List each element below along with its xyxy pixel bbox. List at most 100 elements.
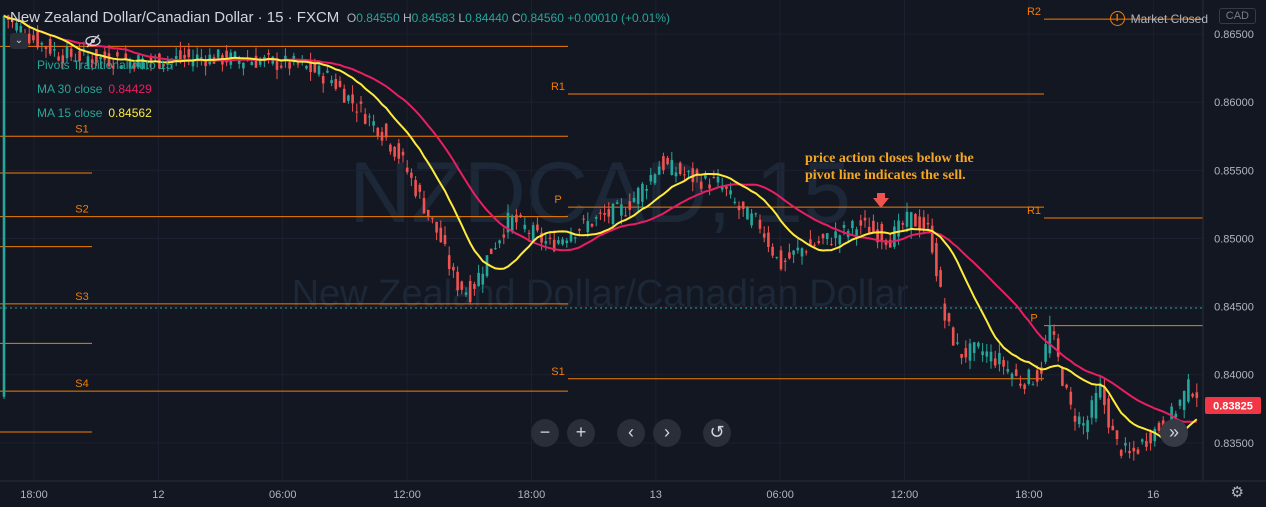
watermark-symbol: NZDCAD, 15 xyxy=(349,145,851,241)
candle-body xyxy=(733,201,737,204)
candle-body xyxy=(418,184,422,192)
candle-body xyxy=(1094,392,1098,419)
candle-body xyxy=(1082,423,1085,426)
candle-body xyxy=(922,217,926,231)
candle-body xyxy=(800,248,804,257)
candle-body xyxy=(964,348,968,358)
symbol-title[interactable]: New Zealand Dollar/Canadian Dollar · 15 … xyxy=(10,9,340,26)
candle-body xyxy=(15,22,18,31)
pivot-label: S3 xyxy=(75,291,88,303)
zoom-out-button[interactable]: − xyxy=(531,419,559,447)
candle-body xyxy=(481,273,485,285)
candle-body xyxy=(1191,393,1194,397)
candle-body xyxy=(599,212,602,214)
candle-body xyxy=(1111,425,1115,431)
candle-body xyxy=(552,239,556,252)
candle-body xyxy=(477,272,480,286)
candle-body xyxy=(1136,449,1140,454)
candle-body xyxy=(993,358,997,366)
candle-body xyxy=(32,35,35,41)
candle-body xyxy=(359,101,363,104)
candle-body xyxy=(527,232,531,234)
candle-body xyxy=(53,49,56,51)
candle-body xyxy=(1178,399,1182,406)
candle-body xyxy=(817,241,821,243)
candle-body xyxy=(326,70,329,73)
candle-body xyxy=(410,172,413,178)
market-status[interactable]: ! Market Closed xyxy=(1109,11,1208,26)
low-value: 0.84440 xyxy=(465,11,509,25)
x-tick-label: 13 xyxy=(650,489,662,501)
candle-body xyxy=(611,203,615,225)
candle-body xyxy=(1149,432,1152,444)
legend-pivots[interactable]: Pivots Traditional Auto 15 xyxy=(37,58,173,72)
candle-body xyxy=(439,227,443,243)
candle-body xyxy=(27,33,31,44)
price-axis: 0.86500 0.86000 0.85500 0.85000 0.84500 0.840… xyxy=(1202,0,1261,481)
gear-icon[interactable]: ⚙ xyxy=(1230,484,1244,501)
candle-body xyxy=(594,217,598,219)
candle-body xyxy=(683,174,686,176)
candle-body xyxy=(414,180,417,197)
legend-ma15[interactable]: MA 15 close 0.84562 xyxy=(37,106,152,120)
candle-body xyxy=(1048,325,1052,354)
candle-body xyxy=(855,229,858,238)
close-value: 0.84560 xyxy=(520,11,564,25)
candle-body xyxy=(338,80,342,87)
candle-body xyxy=(162,64,165,67)
candle-body xyxy=(775,256,779,258)
candle-body xyxy=(876,229,879,243)
candle-body xyxy=(1023,384,1026,390)
candle-body xyxy=(825,233,829,240)
candle-body xyxy=(960,353,963,358)
market-status-label: Market Closed xyxy=(1130,11,1208,26)
candle-body xyxy=(216,49,220,58)
collapse-legend-button[interactable]: ⌄ xyxy=(10,33,28,49)
candle-body xyxy=(636,187,640,204)
candle-body xyxy=(191,58,195,67)
candle-body xyxy=(468,280,472,303)
zoom-in-button[interactable]: + xyxy=(567,419,595,447)
candle-body xyxy=(355,111,359,113)
candle-body xyxy=(1182,390,1186,410)
candle-body xyxy=(1010,373,1014,379)
candle-body xyxy=(57,56,60,61)
candle-body xyxy=(1107,398,1110,428)
currency-badge[interactable]: CAD xyxy=(1218,8,1256,24)
pivot-label: S1 xyxy=(551,366,564,378)
reset-chart-button[interactable]: ↺ xyxy=(703,419,731,447)
candle-body xyxy=(943,303,947,321)
candle-body xyxy=(426,209,430,217)
candle-body xyxy=(737,205,741,211)
candle-body xyxy=(561,239,564,245)
candle-body xyxy=(279,65,283,68)
legend-ma30[interactable]: MA 30 close 0.84429 xyxy=(37,82,152,96)
scroll-left-button[interactable]: ‹ xyxy=(617,419,645,447)
eye-off-icon[interactable] xyxy=(84,33,102,49)
candle-body xyxy=(762,233,766,238)
candle-body xyxy=(515,214,518,223)
candle-body xyxy=(603,213,606,215)
candle-body xyxy=(321,75,325,84)
candle-body xyxy=(78,50,81,61)
candle-body xyxy=(132,62,136,69)
chart-header: New Zealand Dollar/Canadian Dollar · 15 … xyxy=(10,9,670,26)
x-tick-label: 18:00 xyxy=(20,489,48,501)
candle-body xyxy=(452,266,455,271)
candle-body xyxy=(1002,360,1005,367)
candle-body xyxy=(380,131,384,141)
candle-body xyxy=(1027,369,1031,385)
candle-body xyxy=(334,78,338,89)
candle-body xyxy=(968,343,972,361)
candle-body xyxy=(1157,422,1161,431)
candle-body xyxy=(401,151,405,156)
candle-body xyxy=(431,217,434,219)
candle-body xyxy=(720,185,724,190)
candle-body xyxy=(641,183,644,202)
candle-body xyxy=(342,88,346,103)
x-tick-label: 18:00 xyxy=(1015,489,1043,501)
go-to-realtime-button[interactable]: » xyxy=(1160,419,1188,447)
scroll-right-button[interactable]: › xyxy=(653,419,681,447)
candle-body xyxy=(590,223,594,227)
